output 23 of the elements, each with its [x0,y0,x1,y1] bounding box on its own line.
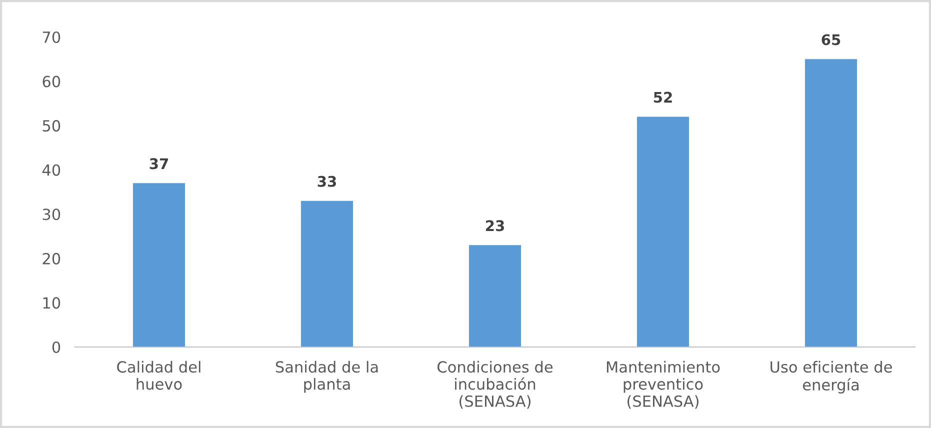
y-tick-label: 50 [42,120,60,132]
bar [132,183,186,347]
y-tick-label: 0 [52,341,60,354]
x-tick-label: Calidad del huevo [117,360,200,390]
bar [804,59,858,347]
data-label: 37 [150,158,168,170]
y-tick-label: 20 [42,252,60,264]
bar [636,116,690,347]
x-tick-label: Condiciones de incubación (SENASA) [438,360,552,409]
data-label: 33 [318,176,336,187]
y-tick-label: 70 [42,31,60,44]
data-label: 52 [654,92,672,103]
x-tick-label: Sanidad de la planta [276,360,378,393]
y-tick-label: 10 [43,297,60,309]
bar [468,245,522,347]
y-tick-label: 30 [42,208,60,220]
data-label: 65 [822,34,840,46]
x-tick-label: Mantenimiento preventico (SENASA) [606,360,720,409]
y-tick-label: 60 [42,76,60,88]
data-label: 23 [486,220,504,232]
x-tick-label: Uso eficiente de energía [770,360,892,394]
bar [300,200,354,347]
y-tick-label: 40 [42,164,60,176]
